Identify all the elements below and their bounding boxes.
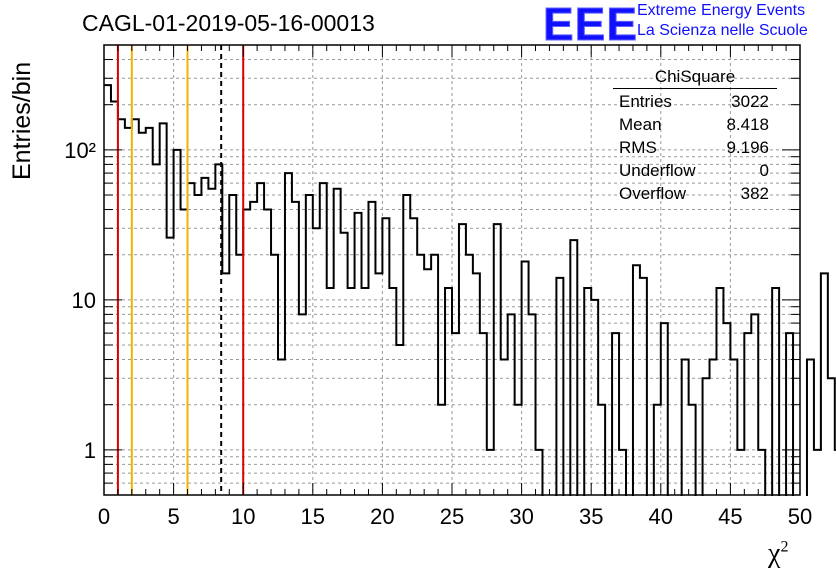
histogram-outline [104,84,836,501]
stats-box: ChiSquare Entries 3022 Mean 8.418 RMS 9.… [613,67,777,205]
y-tick-label: 10 [72,288,96,313]
below-axis-mask [0,496,836,572]
stats-value: 8.418 [726,115,769,134]
logo-line-2: La Scienza nelle Scuole [637,22,808,39]
stats-row-rms: RMS 9.196 [613,136,777,159]
stats-value: 0 [759,161,769,180]
stats-value: 3022 [731,92,769,111]
stats-row-overflow: Overflow 382 [613,182,777,205]
y-tick-label: 10² [64,138,96,163]
x-tick-label: 15 [301,504,325,529]
stats-row-underflow: Underflow 0 [613,159,777,182]
eee-logo: EEE [542,0,639,50]
stats-label: Overflow [619,184,687,203]
stats-value: 382 [740,184,769,203]
x-tick-label: 30 [509,504,533,529]
stats-label: Mean [619,115,662,134]
y-tick-label: 1 [84,438,96,463]
stats-label: Underflow [619,161,696,180]
stats-value: 9.196 [726,138,769,157]
x-tick-label: 40 [649,504,673,529]
stats-label: Entries [619,92,672,111]
y-axis-label: Entries/bin [8,61,36,180]
stats-row-mean: Mean 8.418 [613,113,777,136]
x-tick-label: 20 [370,504,394,529]
x-tick-label: 50 [788,504,812,529]
x-tick-label: 35 [579,504,603,529]
logo-line-1: Extreme Energy Events [637,2,806,19]
x-axis-label: χ2 [768,538,789,569]
x-tick-label: 0 [98,504,110,529]
stats-title: ChiSquare [613,67,777,89]
stats-label: RMS [619,138,657,157]
x-tick-label: 45 [718,504,742,529]
x-tick-label: 25 [440,504,464,529]
x-tick-label: 5 [167,504,179,529]
stats-row-entries: Entries 3022 [613,90,777,113]
chart-title: CAGL-01-2019-05-16-00013 [82,10,375,36]
x-tick-label: 10 [231,504,255,529]
